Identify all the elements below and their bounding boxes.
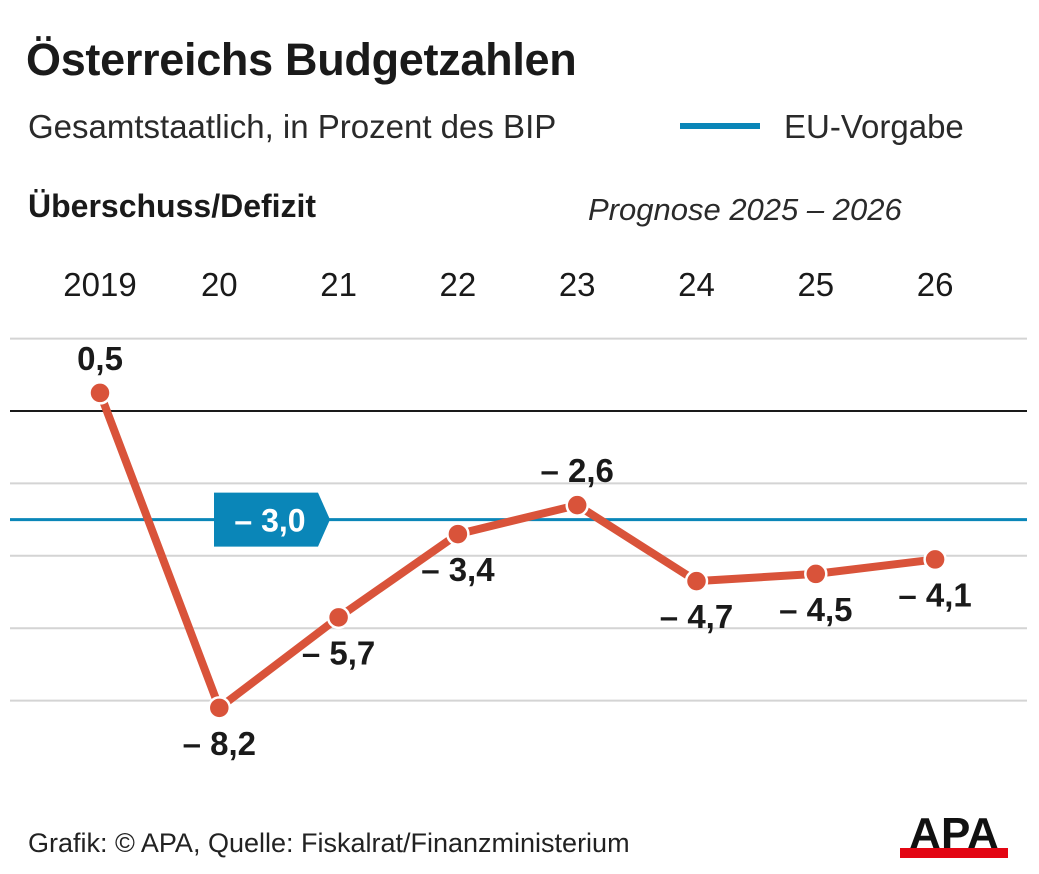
- data-label: – 2,6: [540, 452, 613, 489]
- label-layer: 0,5 – 8,2 – 5,7 – 3,4 – 2,6 – 4,7 – 4,5 – 4,1: [77, 340, 972, 762]
- data-point: [923, 547, 947, 572]
- data-label: 0,5: [77, 340, 123, 377]
- data-label: – 4,5: [779, 591, 852, 628]
- x-tick-label: 26: [917, 266, 954, 303]
- legend-eu-line: [680, 123, 760, 129]
- grid-layer: [10, 337, 1027, 702]
- eu-reference-label: – 3,0: [234, 503, 305, 539]
- data-point: [326, 605, 351, 630]
- chart-subtitle: Gesamtstaatlich, in Prozent des BIP: [28, 108, 557, 145]
- x-tick-label: 2019: [63, 266, 136, 303]
- forecast-label: Prognose 2025 – 2026: [588, 192, 902, 227]
- data-label: – 5,7: [302, 634, 375, 671]
- data-point: [88, 381, 112, 405]
- tick-layer: 2019 20 21 22 23 24 25 26: [63, 266, 953, 303]
- x-tick-label: 25: [797, 266, 834, 303]
- data-point: [684, 569, 709, 593]
- eu-reference-tag: [214, 492, 330, 547]
- data-point: [804, 562, 828, 586]
- series-line: [96, 388, 940, 712]
- logo-bar: [900, 848, 1008, 858]
- section-label: Überschuss/Defizit: [28, 188, 317, 224]
- source-note: Grafik: © APA, Quelle: Fiskalrat/Finanzm…: [28, 828, 630, 858]
- x-tick-label: 20: [201, 266, 238, 303]
- x-tick-label: 24: [678, 266, 715, 303]
- x-tick-label: 22: [440, 266, 477, 303]
- data-label: – 3,4: [421, 551, 495, 588]
- x-tick-label: 23: [559, 266, 596, 303]
- data-label: – 8,2: [183, 725, 256, 762]
- x-tick-label: 21: [320, 266, 357, 303]
- data-label: – 4,7: [660, 598, 733, 635]
- data-point: [207, 696, 232, 720]
- data-point: [565, 493, 589, 517]
- data-label: – 4,1: [898, 576, 971, 613]
- data-point: [446, 522, 470, 546]
- legend-eu-label: EU-Vorgabe: [784, 108, 964, 145]
- series-layer: [88, 381, 947, 720]
- chart-title: Österreichs Budgetzahlen: [26, 34, 577, 85]
- apa-logo: APA: [898, 809, 1010, 865]
